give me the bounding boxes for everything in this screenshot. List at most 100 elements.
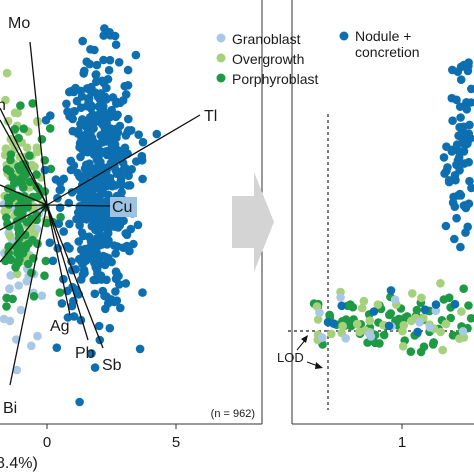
point-granoblast — [33, 331, 42, 341]
x-tick-label-0: 0 — [43, 434, 51, 451]
point-nodule-concretion — [120, 81, 129, 91]
loading-label-mo: Mo — [8, 15, 30, 32]
point-porphyroblast — [6, 150, 16, 159]
point-nodule-concretion — [59, 227, 68, 236]
point-nodule-concretion — [118, 96, 128, 105]
point-overgrowth — [30, 162, 39, 171]
point-nodule-concretion — [337, 301, 347, 311]
point-nodule-concretion — [461, 203, 471, 213]
point-nodule-concretion — [124, 171, 133, 180]
point-nodule-concretion — [99, 208, 109, 217]
loading-line-sb — [46, 204, 104, 349]
transition-arrow — [232, 172, 274, 272]
point-nodule-concretion — [101, 176, 111, 185]
point-nodule-concretion — [54, 219, 64, 228]
point-porphyroblast — [386, 309, 396, 318]
point-porphyroblast — [2, 302, 11, 311]
point-nodule-concretion — [102, 83, 111, 93]
point-nodule-concretion — [105, 323, 115, 333]
point-porphyroblast — [444, 293, 454, 303]
point-porphyroblast — [4, 200, 14, 209]
point-nodule-concretion — [453, 156, 463, 165]
point-granoblast — [458, 327, 468, 336]
point-nodule-concretion — [440, 169, 449, 178]
lod-arrow-up-head — [301, 335, 308, 343]
loading-line-mo — [29, 41, 48, 206]
point-nodule-concretion — [456, 113, 465, 122]
loading-line-ag — [46, 204, 71, 316]
n-count-label: (n = 962) — [211, 408, 255, 420]
point-nodule-concretion — [114, 58, 124, 67]
point-granoblast — [425, 323, 435, 332]
point-nodule-concretion — [48, 256, 58, 266]
point-nodule-concretion — [72, 285, 81, 295]
point-nodule-concretion — [91, 70, 101, 80]
point-nodule-concretion — [76, 103, 86, 112]
point-overgrowth — [359, 296, 369, 306]
point-porphyroblast — [348, 302, 358, 312]
point-overgrowth — [12, 269, 22, 279]
point-nodule-concretion — [102, 197, 111, 206]
point-nodule-concretion — [88, 136, 98, 146]
point-overgrowth — [398, 326, 407, 336]
point-porphyroblast — [24, 259, 33, 269]
point-nodule-concretion — [465, 133, 474, 143]
point-nodule-concretion — [105, 55, 115, 65]
point-granoblast — [14, 281, 23, 290]
point-nodule-concretion — [81, 256, 91, 266]
point-porphyroblast — [7, 193, 17, 202]
point-nodule-concretion — [59, 274, 68, 284]
legend-label-overgrowth: Overgrowth — [232, 51, 304, 67]
point-porphyroblast — [6, 255, 16, 265]
point-granoblast — [0, 314, 9, 324]
point-granoblast — [390, 295, 400, 305]
point-nodule-concretion — [92, 60, 102, 70]
point-nodule-concretion — [138, 137, 148, 147]
loading-line-n — [0, 107, 48, 206]
point-porphyroblast — [466, 314, 474, 323]
point-overgrowth — [438, 345, 448, 355]
point-nodule-concretion — [52, 343, 62, 353]
point-granoblast — [6, 271, 15, 280]
legend-marker-nodule — [339, 31, 349, 41]
point-overgrowth — [327, 329, 336, 339]
point-nodule-concretion — [462, 98, 471, 107]
point-nodule-concretion — [114, 146, 123, 155]
point-overgrowth — [436, 327, 445, 337]
point-nodule-concretion — [86, 45, 95, 54]
point-nodule-concretion — [73, 168, 82, 178]
point-nodule-concretion — [69, 312, 79, 321]
point-nodule-concretion — [456, 242, 465, 252]
point-overgrowth — [357, 303, 367, 313]
loading-line-tl — [46, 114, 201, 206]
loading-label-ag: Ag — [50, 318, 70, 335]
biplot-panel: 0 5 8.4%) (n = 962) Mo Tl Cu Ag Pb Sb Bi… — [0, 0, 263, 472]
point-nodule-concretion — [439, 153, 449, 162]
point-nodule-concretion — [112, 133, 121, 142]
legend-marker-overgrowth — [216, 53, 226, 63]
point-granoblast — [16, 305, 26, 315]
point-porphyroblast — [25, 151, 34, 160]
point-porphyroblast — [3, 219, 12, 228]
point-nodule-concretion — [87, 182, 97, 191]
point-nodule-concretion — [87, 82, 96, 92]
point-overgrowth — [441, 319, 451, 329]
point-nodule-concretion — [91, 225, 100, 235]
point-porphyroblast — [56, 212, 65, 222]
point-nodule-concretion — [102, 147, 111, 156]
point-nodule-concretion — [459, 147, 469, 156]
point-porphyroblast — [15, 225, 24, 235]
point-porphyroblast — [42, 218, 52, 228]
point-overgrowth — [338, 321, 348, 331]
point-nodule-concretion — [59, 174, 69, 184]
point-nodule-concretion — [90, 363, 100, 372]
point-porphyroblast — [14, 133, 23, 143]
point-overgrowth — [1, 95, 10, 105]
legend-marker-porphyroblast — [216, 73, 226, 83]
point-porphyroblast — [18, 209, 27, 218]
loading-label-sb: Sb — [102, 357, 122, 374]
point-porphyroblast — [45, 124, 55, 133]
point-porphyroblast — [341, 315, 351, 324]
point-nodule-concretion — [102, 118, 111, 128]
point-porphyroblast — [41, 256, 51, 266]
